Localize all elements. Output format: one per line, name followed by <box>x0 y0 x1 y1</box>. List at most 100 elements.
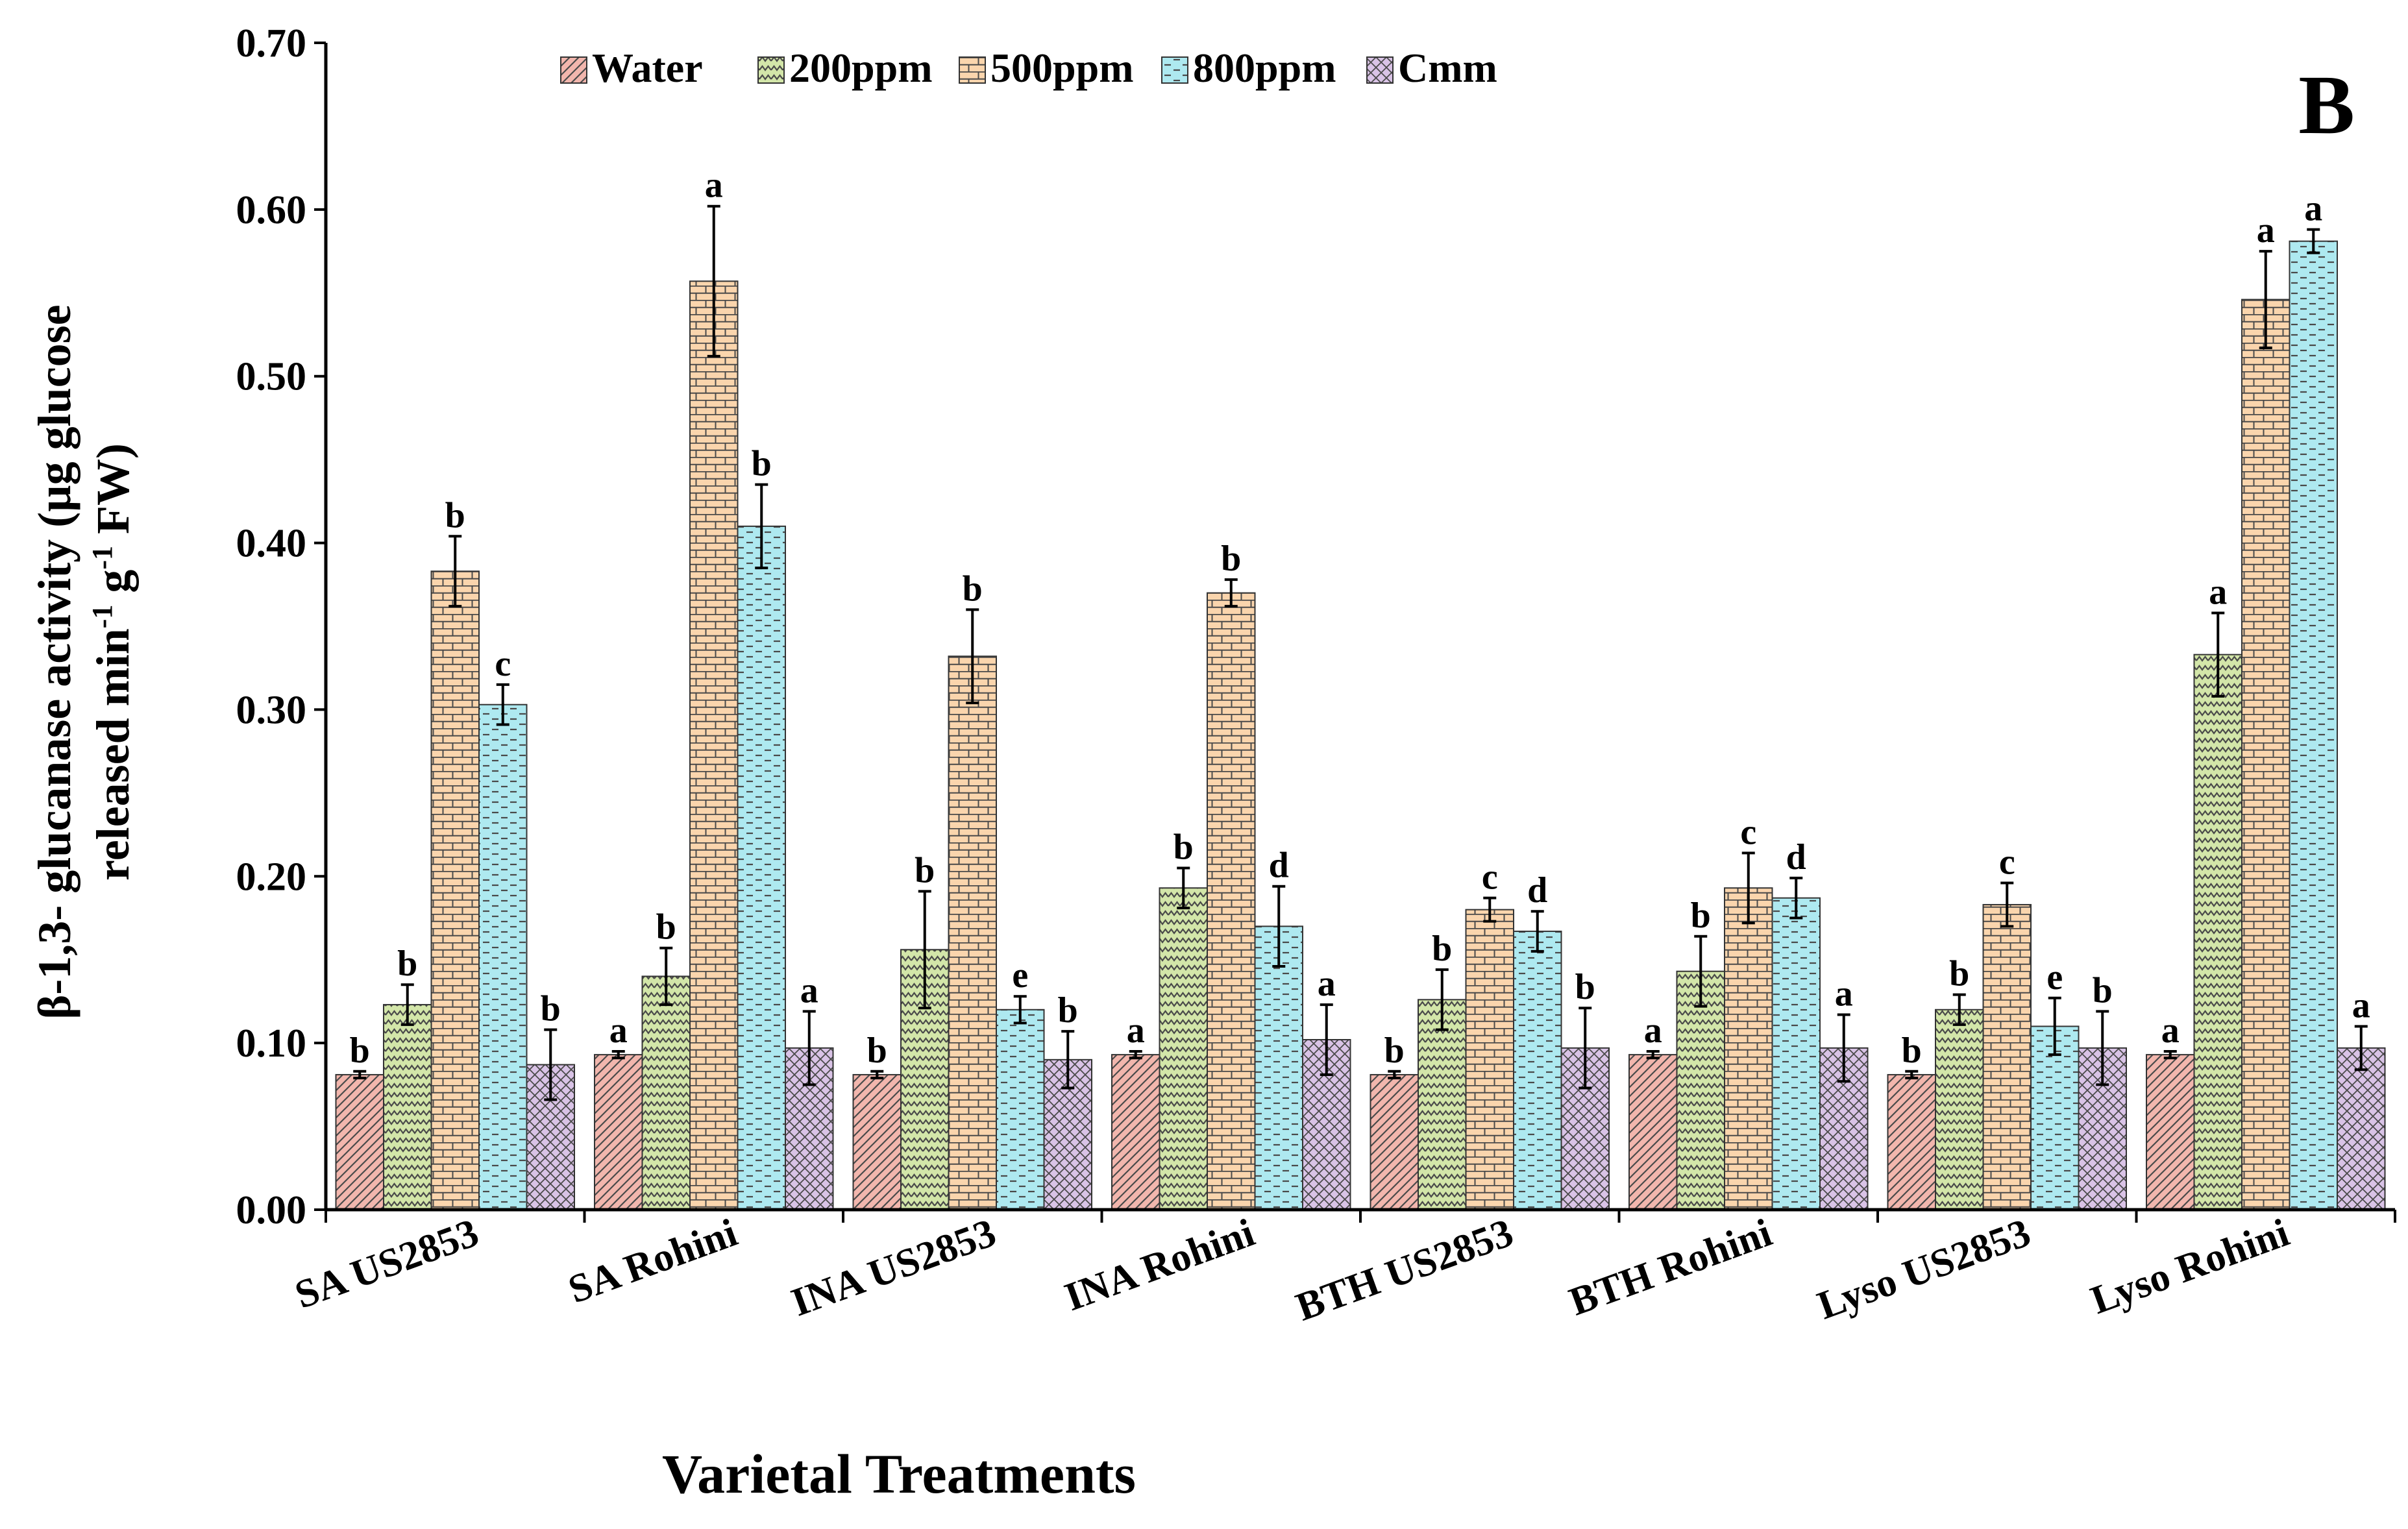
legend-swatch <box>1161 56 1188 84</box>
panel-label: B <box>2298 58 2355 152</box>
error-bar <box>1530 910 1544 953</box>
significance-letter: b <box>397 944 417 984</box>
error-bar <box>1061 1030 1075 1090</box>
significance-letter: a <box>2161 1010 2180 1051</box>
error-bar <box>1694 935 1708 1008</box>
legend-swatch <box>959 56 986 84</box>
significance-letter: d <box>1786 837 1806 877</box>
legend-label: 500ppm <box>990 45 1134 91</box>
significance-letter: a <box>1644 1010 1662 1051</box>
error-bar <box>353 1070 367 1080</box>
significance-letter: d <box>1269 846 1289 886</box>
error-bar <box>1789 876 1803 920</box>
bar <box>948 655 997 1210</box>
bar <box>852 1073 902 1210</box>
x-axis-title: Varietal Treatments <box>662 1443 1136 1505</box>
legend-item: Water <box>560 45 703 91</box>
error-bar <box>2096 1010 2109 1086</box>
bar <box>1370 1073 1419 1210</box>
bar <box>2337 1047 2386 1210</box>
bar <box>1254 925 1303 1211</box>
error-bar <box>2163 1049 2177 1060</box>
significance-letter: b <box>1575 967 1595 1007</box>
legend-item: 200ppm <box>757 45 933 91</box>
error-bar <box>1952 993 1966 1026</box>
error-bar <box>1579 1007 1592 1090</box>
bar <box>689 280 739 1211</box>
error-bar <box>755 483 768 570</box>
error-bar <box>1272 885 1286 968</box>
bar <box>1159 887 1208 1211</box>
significance-letter: c <box>1482 857 1498 898</box>
bar <box>1465 909 1514 1210</box>
significance-letter: a <box>2257 210 2275 251</box>
bar <box>1771 897 1821 1210</box>
bar <box>1935 1009 1984 1211</box>
significance-letter: a <box>800 970 818 1010</box>
error-bar <box>1646 1049 1660 1060</box>
significance-letter: a <box>1318 964 1336 1004</box>
significance-letter: b <box>1691 896 1711 936</box>
bar <box>526 1064 575 1211</box>
legend-label: Water <box>592 45 703 91</box>
significance-letter: e <box>1012 955 1028 996</box>
legend-label: 800ppm <box>1193 45 1336 91</box>
x-category-label: Lyso US2853 <box>1812 1210 2036 1328</box>
x-category-label: SA US2853 <box>289 1210 484 1317</box>
bar <box>2146 1054 2195 1210</box>
bar <box>383 1004 432 1210</box>
error-bars-layer <box>353 204 2368 1101</box>
bar <box>1628 1054 1678 1210</box>
error-bar <box>2048 996 2061 1057</box>
y-tick-label: 0.70 <box>236 21 307 66</box>
error-bar <box>918 890 931 1010</box>
error-bar <box>611 1049 625 1060</box>
error-bar <box>1741 851 1755 925</box>
significance-letter: b <box>2093 970 2113 1010</box>
y-tick-label: 0.10 <box>236 1021 307 1066</box>
bar <box>335 1073 384 1210</box>
error-bar <box>802 1010 816 1086</box>
bar <box>2241 299 2291 1210</box>
bar <box>737 525 786 1210</box>
significance-letter: b <box>963 569 983 609</box>
error-bar <box>1013 995 1027 1025</box>
significance-letter: b <box>1221 539 1241 579</box>
y-tick-label: 0.20 <box>236 855 307 899</box>
error-bar <box>448 535 462 608</box>
error-bar <box>966 608 979 705</box>
significance-letter: a <box>2304 189 2322 229</box>
error-bar <box>1837 1013 1850 1083</box>
error-bar <box>400 983 414 1026</box>
x-category-label: INA US2853 <box>786 1210 1001 1325</box>
error-bar <box>1224 578 1238 608</box>
significance-letter: a <box>1127 1010 1145 1051</box>
bar <box>1887 1073 1936 1210</box>
legend: Water 200ppm 500ppm 800ppm Cmm <box>560 45 1497 91</box>
bar <box>2193 654 2242 1210</box>
significance-letter: b <box>350 1031 370 1071</box>
y-tick-label: 0.60 <box>236 188 307 232</box>
significance-letter: a <box>1835 973 1853 1014</box>
significance-letter: b <box>1058 990 1078 1031</box>
significance-letter: d <box>1527 870 1547 911</box>
legend-item: 800ppm <box>1161 45 1336 91</box>
y-tick-label: 0.40 <box>236 522 307 566</box>
bar <box>1513 931 1562 1210</box>
bar <box>996 1009 1045 1211</box>
error-bar <box>659 946 673 1007</box>
significance-letter: b <box>445 495 465 535</box>
bars-layer <box>335 240 2386 1211</box>
error-bar <box>2307 228 2320 254</box>
error-bar <box>870 1070 884 1080</box>
x-category-label: INA Rohini <box>1059 1210 1260 1319</box>
significance-letter: b <box>915 850 935 890</box>
bar <box>1676 970 1725 1211</box>
legend-item: Cmm <box>1366 45 1497 91</box>
error-bar <box>1129 1049 1142 1060</box>
bar <box>641 975 691 1211</box>
error-bar <box>1435 968 1449 1031</box>
y-tick-label: 0.50 <box>236 355 307 399</box>
